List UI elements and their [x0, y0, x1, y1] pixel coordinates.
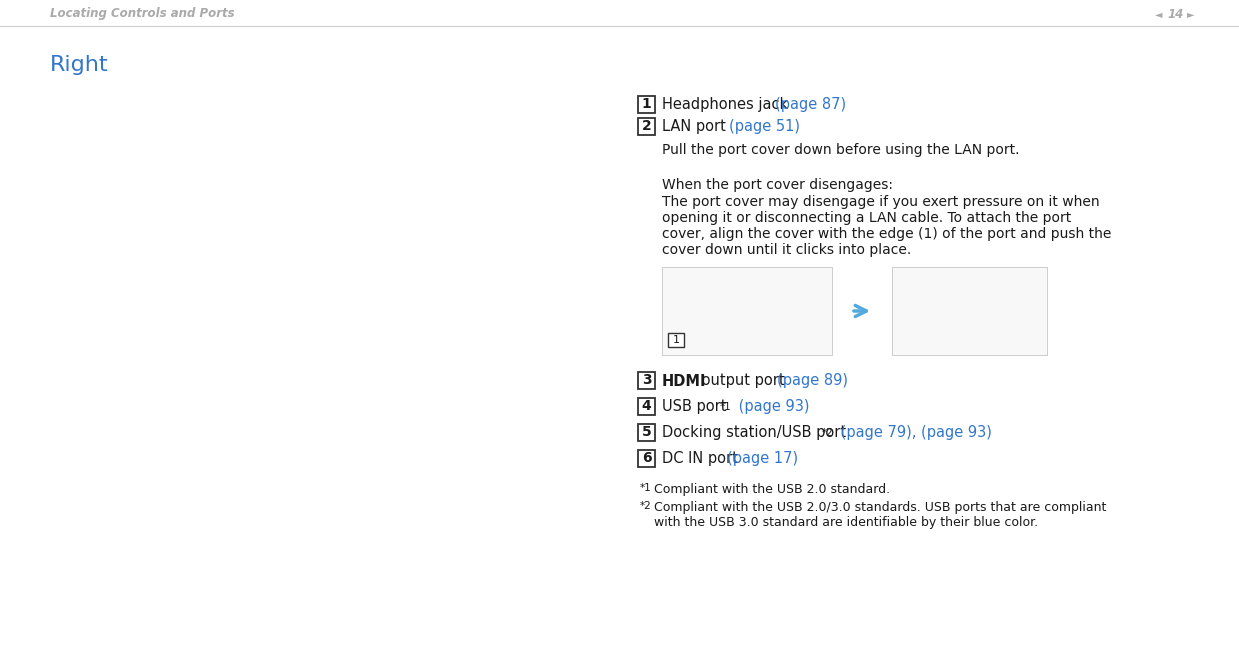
Text: Compliant with the USB 2.0/3.0 standards. USB ports that are compliant: Compliant with the USB 2.0/3.0 standards… [654, 501, 1106, 514]
Bar [638, 372, 655, 389]
Text: cover down until it clicks into place.: cover down until it clicks into place. [662, 243, 911, 257]
Text: ►: ► [1187, 9, 1194, 19]
Text: 1: 1 [673, 335, 679, 345]
Text: (page 17): (page 17) [727, 451, 798, 466]
Bar [668, 333, 684, 347]
Text: (page 87): (page 87) [776, 97, 846, 112]
Text: The port cover may disengage if you exert pressure on it when: The port cover may disengage if you exer… [662, 195, 1100, 209]
Text: cover, align the cover with the edge (1) of the port and push the: cover, align the cover with the edge (1)… [662, 227, 1111, 241]
Text: (page 51): (page 51) [729, 120, 800, 135]
Text: 5: 5 [642, 426, 652, 439]
Text: ◄: ◄ [1155, 9, 1162, 19]
Text: Right: Right [50, 55, 109, 75]
Text: (page 79), (page 93): (page 79), (page 93) [836, 426, 992, 441]
Bar [638, 96, 655, 113]
Text: Locating Controls and Ports: Locating Controls and Ports [50, 7, 234, 20]
Bar [638, 398, 655, 415]
Text: HDMI: HDMI [662, 373, 706, 388]
Text: When the port cover disengages:: When the port cover disengages: [662, 178, 893, 192]
Text: *1: *1 [720, 402, 732, 412]
Text: Compliant with the USB 2.0 standard.: Compliant with the USB 2.0 standard. [654, 483, 890, 496]
Text: Pull the port cover down before using the LAN port.: Pull the port cover down before using th… [662, 143, 1020, 157]
Text: (page 89): (page 89) [777, 373, 847, 388]
Text: Docking station/USB port: Docking station/USB port [662, 426, 846, 441]
Bar [662, 267, 833, 355]
Text: opening it or disconnecting a LAN cable. To attach the port: opening it or disconnecting a LAN cable.… [662, 211, 1072, 225]
Text: *2: *2 [821, 428, 834, 438]
Text: output port: output port [698, 373, 789, 388]
Text: 14: 14 [1168, 7, 1184, 20]
Text: 4: 4 [642, 400, 652, 413]
Text: USB port: USB port [662, 400, 726, 415]
Bar [638, 424, 655, 441]
Text: LAN port: LAN port [662, 120, 731, 135]
Text: Headphones jack: Headphones jack [662, 97, 793, 112]
Text: 2: 2 [642, 120, 652, 133]
Bar [892, 267, 1047, 355]
Text: *1: *1 [641, 483, 652, 493]
Text: (page 93): (page 93) [733, 400, 809, 415]
Text: DC IN port: DC IN port [662, 451, 742, 466]
Text: 1: 1 [642, 97, 652, 111]
Text: with the USB 3.0 standard are identifiable by their blue color.: with the USB 3.0 standard are identifiab… [654, 516, 1038, 529]
Bar [638, 450, 655, 467]
Bar [638, 118, 655, 135]
Text: *2: *2 [641, 501, 652, 511]
Text: 3: 3 [642, 373, 652, 388]
Text: 6: 6 [642, 451, 652, 466]
